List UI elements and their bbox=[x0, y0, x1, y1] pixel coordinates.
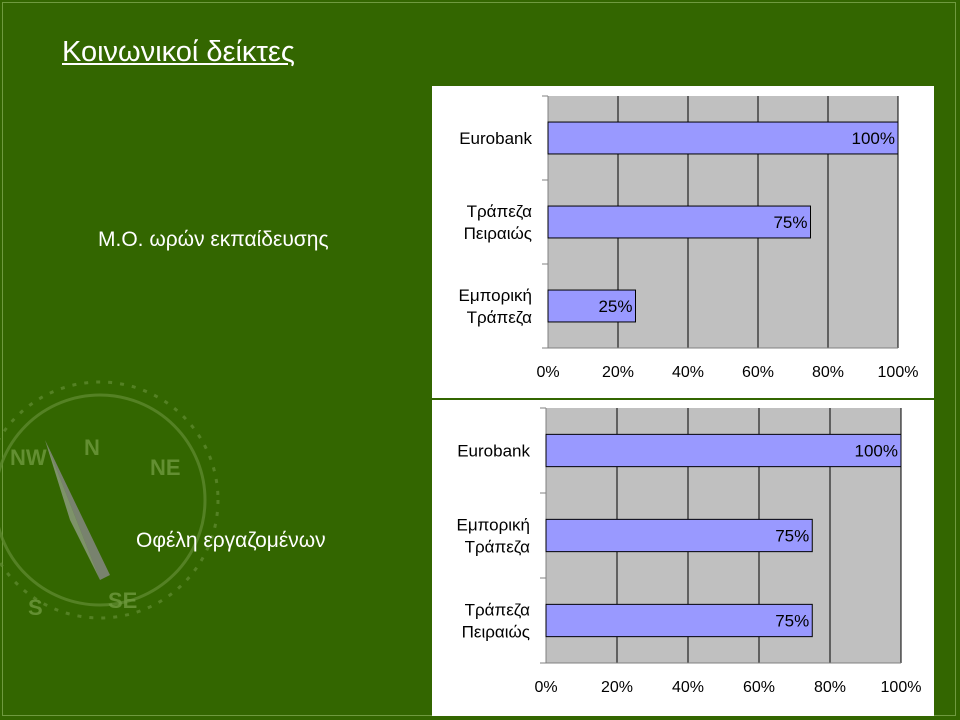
svg-text:NE: NE bbox=[150, 455, 181, 480]
data-label: 100% bbox=[852, 129, 895, 148]
x-tick-label: 20% bbox=[601, 679, 633, 696]
x-tick-label: 40% bbox=[672, 364, 704, 381]
bar bbox=[545, 518, 813, 553]
category-label: Eurobank bbox=[459, 129, 532, 148]
category-label-line: Τράπεζα bbox=[467, 308, 533, 327]
chart-training-hours: 0% 20% 40% 60% 80% 100% 100% Eurobank 75% Τράπεζα… bbox=[432, 86, 934, 398]
category-label-line: Τράπεζα bbox=[467, 202, 533, 221]
x-tick-label: 60% bbox=[743, 679, 775, 696]
chart-training-hours-svg: 0% 20% 40% 60% 80% 100% 100% Eurobank 75% Τράπεζα… bbox=[459, 95, 919, 381]
x-tick-label: 60% bbox=[742, 364, 774, 381]
category-label-line: Πειραιώς bbox=[464, 224, 532, 243]
x-tick-label: 20% bbox=[602, 364, 634, 381]
chart-employee-benefits-svg: 0% 20% 40% 60% 80% 100% 100% Eurobank 75% Εμπορικ… bbox=[457, 407, 922, 696]
category-label-line: Τράπεζα bbox=[465, 538, 531, 557]
category-label-line: Eurobank bbox=[457, 442, 530, 461]
x-tick-label: 0% bbox=[534, 679, 557, 696]
category-label: Εμπορική Τράπεζα bbox=[457, 516, 531, 557]
slide-title: Κοινωνικοί δείκτες bbox=[62, 36, 295, 68]
x-tick-label: 0% bbox=[536, 364, 559, 381]
category-label-line: Εμπορική bbox=[457, 516, 530, 535]
bar bbox=[547, 289, 636, 323]
svg-text:N: N bbox=[84, 435, 100, 460]
bar bbox=[545, 433, 902, 468]
section-label-training-hours: Μ.Ο. ωρών εκπαίδευσης bbox=[98, 228, 329, 251]
category-label: Τράπεζα Πειραιώς bbox=[462, 601, 531, 642]
category-label: Eurobank bbox=[457, 442, 530, 461]
x-tick-label: 80% bbox=[814, 679, 846, 696]
data-label: 75% bbox=[775, 527, 809, 546]
data-label: 25% bbox=[598, 297, 632, 316]
category-label: Εμπορική Τράπεζα bbox=[459, 286, 533, 327]
chart-employee-benefits: 0% 20% 40% 60% 80% 100% 100% Eurobank 75% Εμπορικ… bbox=[432, 400, 934, 716]
x-tick-label: 100% bbox=[881, 679, 922, 696]
category-label-line: Πειραιώς bbox=[462, 623, 530, 642]
bar bbox=[547, 205, 811, 239]
compass-rose-icon: N NE NW S SE bbox=[0, 380, 220, 620]
data-label: 75% bbox=[775, 612, 809, 631]
category-label-line: Τράπεζα bbox=[465, 601, 531, 620]
category-label: Τράπεζα Πειραιώς bbox=[464, 202, 533, 243]
bar bbox=[547, 121, 899, 155]
x-tick-label: 80% bbox=[812, 364, 844, 381]
x-tick-label: 40% bbox=[672, 679, 704, 696]
svg-text:NW: NW bbox=[10, 445, 47, 470]
svg-text:S: S bbox=[28, 595, 43, 620]
x-tick-label: 100% bbox=[878, 364, 919, 381]
section-label-employee-benefits: Οφέλη εργαζομένων bbox=[136, 529, 326, 552]
svg-text:SE: SE bbox=[108, 588, 137, 613]
data-label: 75% bbox=[773, 213, 807, 232]
bar bbox=[545, 603, 813, 638]
category-label-line: Εμπορική bbox=[459, 286, 532, 305]
data-label: 100% bbox=[855, 442, 898, 461]
category-label-line: Eurobank bbox=[459, 129, 532, 148]
